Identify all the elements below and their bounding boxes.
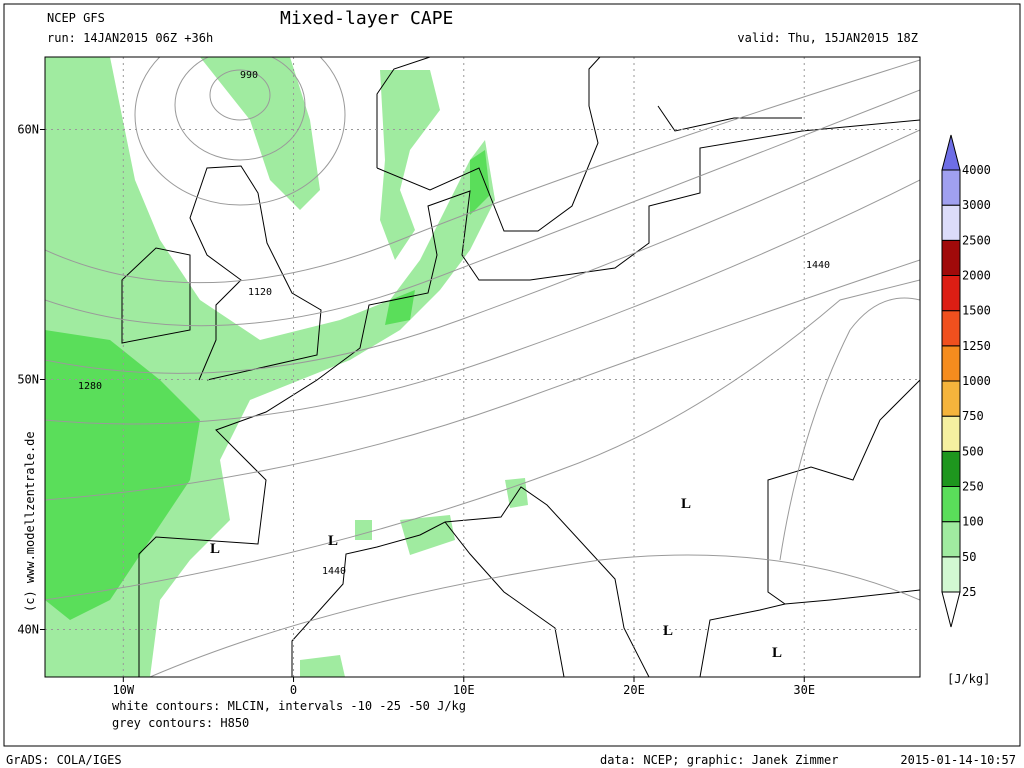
low-marker: L [210,541,220,557]
grid [45,57,920,677]
map-frame [44,56,921,678]
valid: valid: Thu, 15JAN2015 18Z [737,31,918,45]
low-marker: L [772,645,782,661]
contour-label: 1440 [322,566,346,577]
colorbar-label: 1250 [962,339,991,353]
colorbar-label: 2000 [962,269,991,283]
colorbar: 25 50 100 250 500 750 1000 1250 1500 2000 2500 3000… [941,134,991,628]
colorbar-end [941,591,961,628]
model: NCEP GFS [47,11,105,25]
title: Mixed-layer CAPE [280,8,453,29]
x-tick-label: 0 [290,683,297,697]
colorbar-segment [941,486,961,523]
colorbar-segment [941,275,961,312]
colorbar-segment [941,521,961,558]
low-marker: L [681,496,691,512]
colorbar-label: 250 [962,480,984,494]
colorbar-label: 50 [962,550,976,564]
colorbar-label: 25 [962,585,976,599]
credit: (c) www.modellzentrale.de [23,431,37,612]
colorbar-label: 500 [962,444,984,458]
colorbar-label: 750 [962,409,984,423]
y-tick-label: 50N [17,373,39,387]
footer-center: data: NCEP; graphic: Janek Zimmer [600,753,838,767]
colorbar-segment [941,310,961,347]
colorbar-label: 100 [962,515,984,529]
x-tick-label: 20E [623,683,645,697]
colorbar-segment [941,204,961,241]
colorbar-segment [941,380,961,417]
colorbar-segment [941,556,961,593]
colorbar-segment [941,169,961,206]
outer-frame [3,3,1021,747]
note: grey contours: H850 [112,716,249,730]
x-tick-label: 10E [453,683,475,697]
contour-label: 1120 [248,287,272,298]
colorbar-label: 1500 [962,304,991,318]
x-tick-label: 10W [112,683,134,697]
map [45,57,920,677]
contour-label: 1440 [806,260,830,271]
colorbar-end [941,134,961,171]
colorbar-label: 2500 [962,233,991,247]
contour-label: 1280 [78,381,102,392]
run: run: 14JAN2015 06Z +36h [47,31,213,45]
colorbar-label: 4000 [962,163,991,177]
colorbar-segment [941,239,961,276]
y-tick-label: 40N [17,623,39,637]
footer-right: 2015-01-14-10:57 [900,753,1016,767]
height-contours [45,57,920,677]
colorbar-segment [941,345,961,382]
cape-shading-strong [45,150,490,620]
colorbar-segment [941,450,961,488]
contour-label: 990 [240,70,258,81]
coastlines [121,57,920,677]
y-tick-label: 60N [17,123,39,137]
note: white contours: MLCIN, intervals -10 -25… [112,699,466,713]
low-marker: L [328,533,338,549]
colorbar-label: 1000 [962,374,991,388]
colorbar-unit: [J/kg] [947,672,990,686]
colorbar-segment [941,415,961,452]
colorbar-label: 3000 [962,198,991,212]
footer-left: GrADS: COLA/IGES [6,753,122,767]
low-marker: L [663,623,673,639]
x-tick-label: 30E [793,683,815,697]
